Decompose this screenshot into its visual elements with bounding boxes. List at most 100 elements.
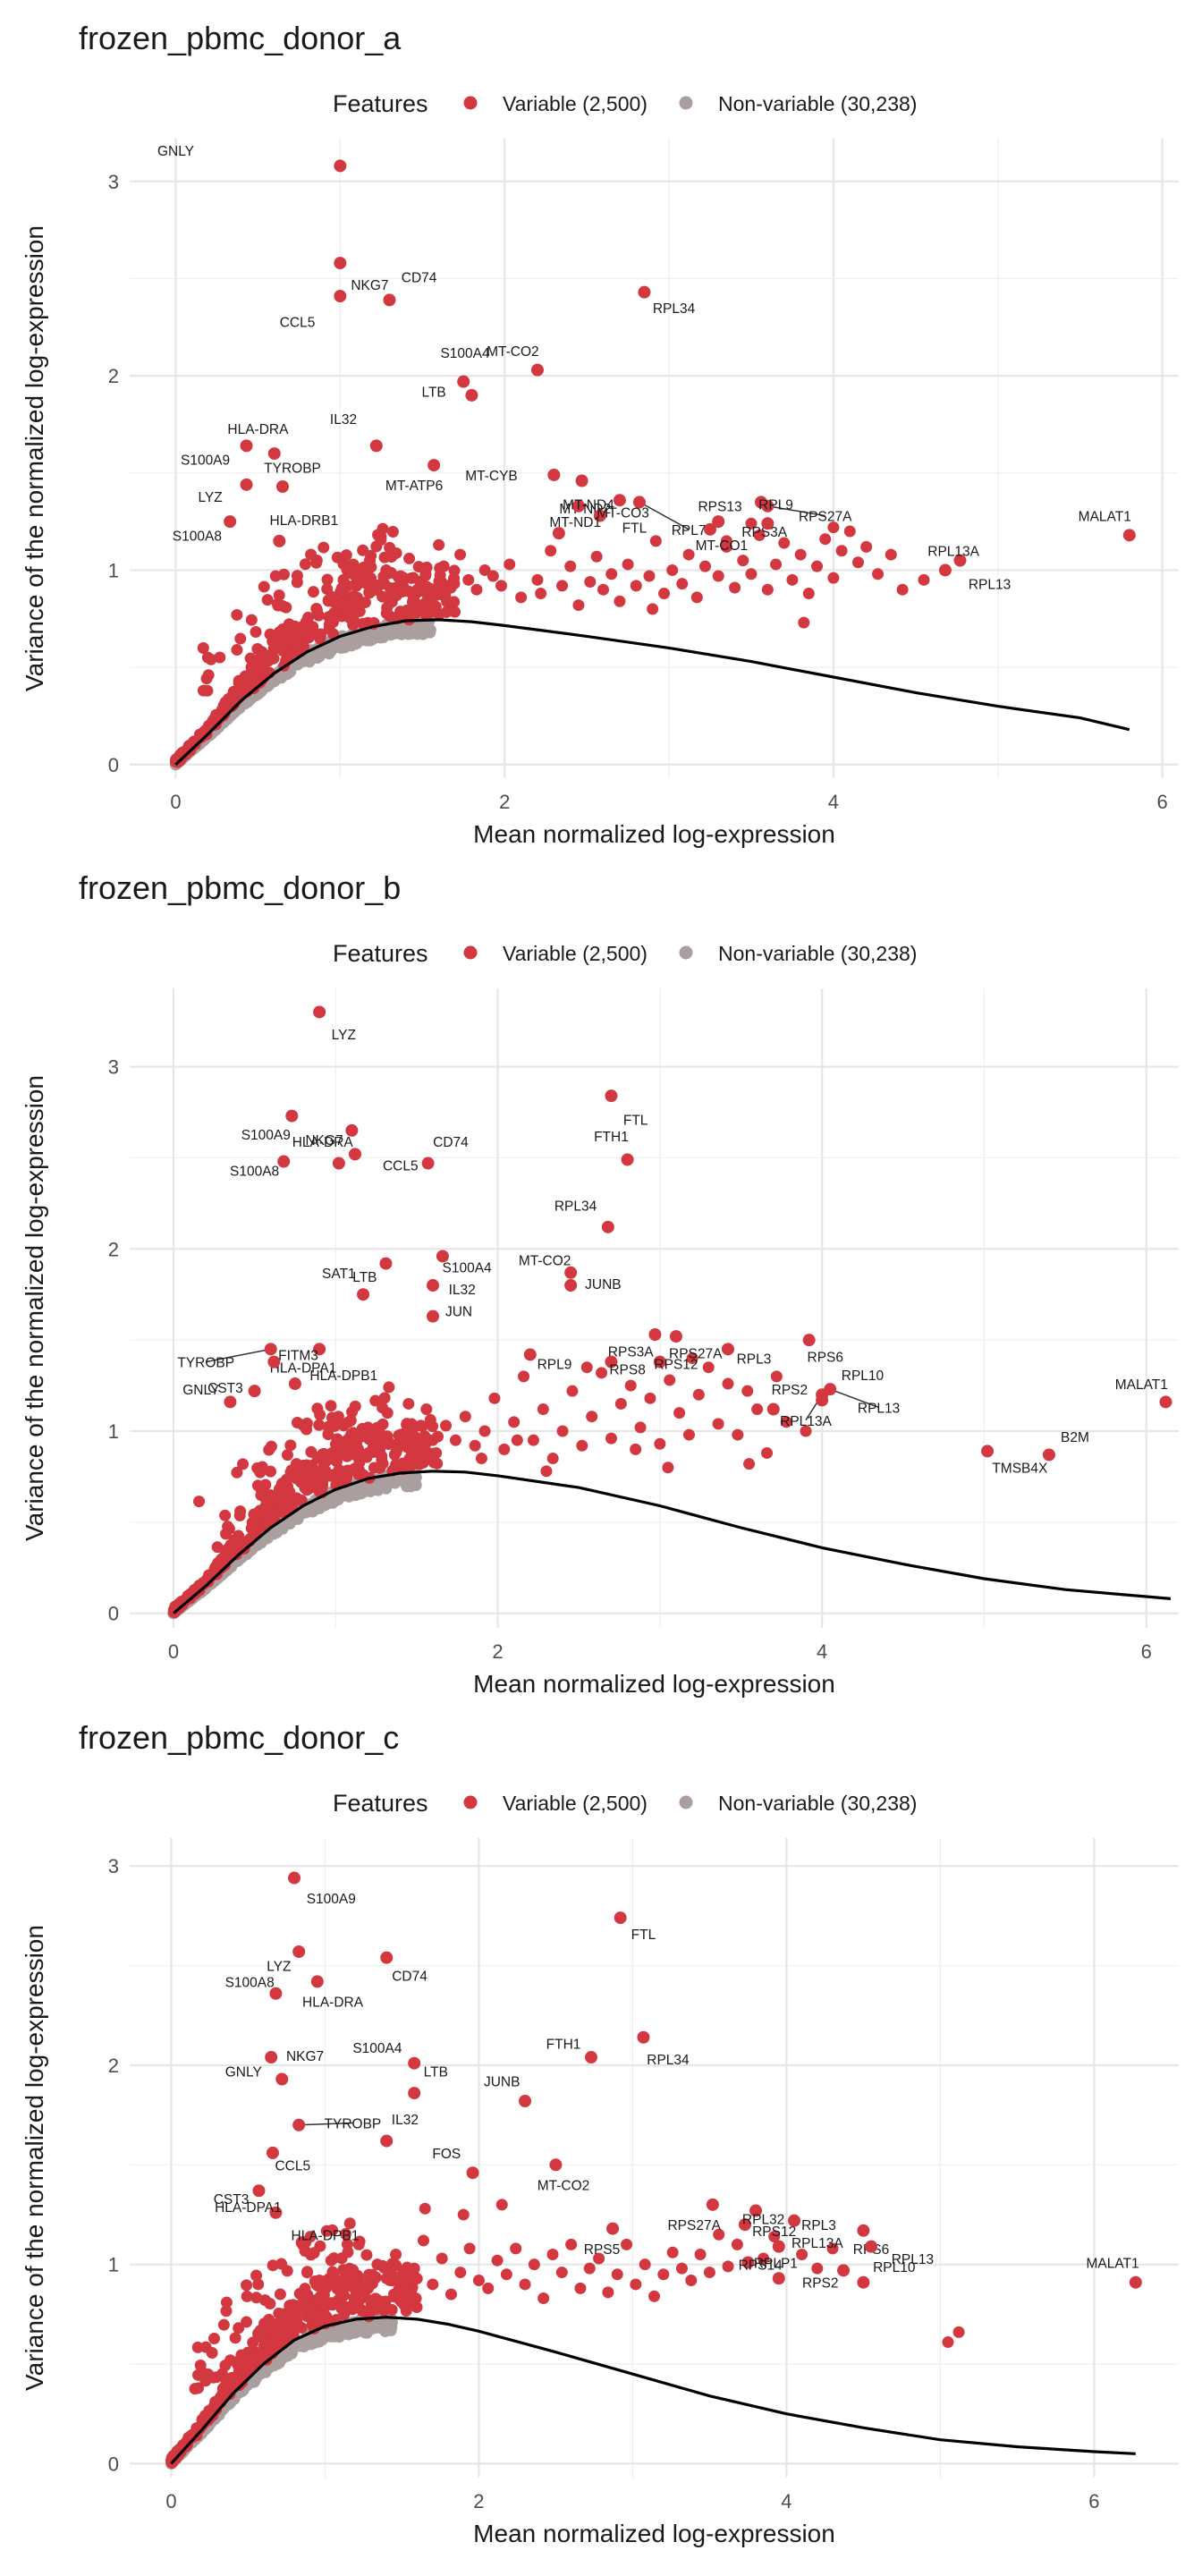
gene-label: RPS2 <box>802 2276 839 2292</box>
variable-point <box>233 1532 245 1545</box>
variable-point <box>250 2269 263 2282</box>
x-tick-label: 2 <box>473 2490 484 2512</box>
variable-point <box>266 1491 278 1504</box>
variable-point <box>778 537 791 549</box>
legend-title: Features <box>333 90 428 117</box>
variable-point <box>363 555 376 567</box>
variable-point <box>370 2292 383 2305</box>
variable-point <box>340 549 352 562</box>
variable-point <box>827 521 840 534</box>
gene-label: RPS27A <box>667 2218 721 2233</box>
gene-point <box>981 1445 995 1458</box>
variable-point <box>611 2268 623 2281</box>
gene-labels: GNLY NKG7 CCL5 CD74 RPL34 MT-CO2 LTB S100A4 S100… <box>157 144 1136 593</box>
gene-point <box>224 515 237 529</box>
gene-point <box>380 2134 394 2148</box>
nonvariable-point <box>385 2321 398 2334</box>
gene-label: IL32 <box>392 2113 419 2128</box>
nonvariable-point <box>353 2324 366 2336</box>
legend: Features Variable (2,500) Non-variable (30… <box>333 90 917 117</box>
variable-point <box>811 560 824 572</box>
variable-point <box>712 570 724 582</box>
variable-point <box>250 625 262 638</box>
variable-point <box>380 564 393 576</box>
variable-point <box>291 1417 303 1429</box>
legend-label-nonvariable: Non-variable (30,238) <box>718 942 917 965</box>
panel-donor-c: frozen_pbmc_donor_c Features Variable (2,5… <box>0 1699 1202 2549</box>
variable-point <box>322 1420 334 1433</box>
variable-point <box>247 1519 259 1531</box>
gene-point <box>383 293 396 307</box>
gene-point <box>857 2275 870 2289</box>
variable-point <box>285 2310 298 2323</box>
legend-label-variable: Variable (2,500) <box>503 92 648 115</box>
variable-point <box>299 558 311 571</box>
gene-label: S100A8 <box>173 529 222 544</box>
variable-point <box>299 2283 311 2295</box>
label-connector <box>206 1348 271 1363</box>
gene-label: RPL10 <box>842 1368 885 1384</box>
variable-point <box>253 2351 266 2363</box>
variable-point <box>349 1428 361 1440</box>
variable-point <box>770 558 783 571</box>
gene-point <box>816 1394 829 1407</box>
variable-point <box>357 570 369 582</box>
y-tick-label: 3 <box>108 171 119 193</box>
legend: Features Variable (2,500) Non-variable (30… <box>333 1790 917 1817</box>
variable-point <box>233 1509 246 1521</box>
gene-label: LYZ <box>332 1028 356 1043</box>
variable-point <box>694 2249 707 2261</box>
gene-label: MT-CYB <box>465 469 518 484</box>
variable-point <box>434 569 446 581</box>
variable-point <box>223 1522 235 1535</box>
variable-point <box>201 651 214 664</box>
variable-point <box>720 535 732 547</box>
legend-marker-variable <box>463 96 478 110</box>
variable-point <box>518 1370 530 1383</box>
variable-point <box>220 2296 233 2309</box>
variable-point <box>379 2295 392 2308</box>
variable-point <box>312 609 325 622</box>
gene-label: FTL <box>631 1928 656 1943</box>
y-tick-label: 1 <box>108 2254 119 2276</box>
variable-point <box>321 573 334 586</box>
variable-point <box>419 603 431 615</box>
variable-point <box>347 619 360 631</box>
gene-point <box>408 2087 421 2100</box>
variable-point <box>282 2331 294 2343</box>
variable-point <box>463 2242 476 2255</box>
gene-point <box>264 1343 277 1356</box>
variable-point <box>314 1409 326 1421</box>
variable-point <box>564 560 577 572</box>
gene-label: HLA-DPB1 <box>292 2228 360 2243</box>
gene-point <box>571 499 585 513</box>
variable-point <box>381 1407 394 1419</box>
variable-point <box>267 2323 280 2335</box>
variable-point <box>540 1465 553 1478</box>
gene-label: CCL5 <box>383 1159 419 1174</box>
chart-title: frozen_pbmc_donor_b <box>79 869 401 906</box>
variable-point <box>495 2199 508 2211</box>
variable-point <box>482 2282 495 2294</box>
variable-point <box>528 2258 540 2271</box>
gene-label: RPS27A <box>799 510 852 525</box>
gene-point <box>266 2146 279 2159</box>
gene-label: RPL9 <box>758 498 793 513</box>
gene-point <box>334 290 347 303</box>
variable-point <box>241 2316 253 2328</box>
gene-label: LYZ <box>198 490 222 505</box>
variable-point <box>418 2234 430 2247</box>
gene-label: RPS13 <box>698 500 741 515</box>
variable-point <box>275 2258 288 2270</box>
gene-label: RPL34 <box>653 301 696 317</box>
panel-donor-a: frozen_pbmc_donor_a Features Variable (2,5… <box>0 0 1202 850</box>
variable-point <box>896 583 909 596</box>
variable-point <box>316 2278 328 2291</box>
x-axis-label: Mean normalized log-expression <box>473 1670 835 1698</box>
variable-point <box>388 588 401 600</box>
variable-point <box>254 1466 267 1479</box>
variable-point <box>827 572 840 584</box>
variable-point <box>556 1425 569 1437</box>
variable-point <box>654 1437 666 1450</box>
nonvariable-point <box>348 637 360 649</box>
